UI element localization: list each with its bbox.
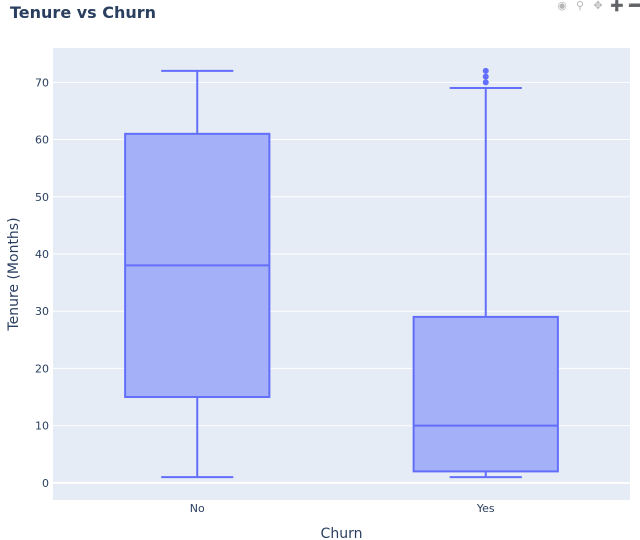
outlier-point	[482, 79, 489, 86]
zoom-out-icon[interactable]: ➖	[628, 0, 640, 12]
outlier-point	[482, 73, 489, 80]
y-axis-title: Tenure (Months)	[6, 217, 22, 331]
camera-icon[interactable]: ◉	[557, 0, 567, 12]
x-axis-title: Churn	[321, 526, 363, 540]
y-tick-labels: 0 10 20 30 40 50 60 70	[35, 76, 49, 490]
x-tick-label: No	[190, 502, 205, 515]
y-tick-label: 10	[35, 420, 49, 433]
modebar: ◉ ⚲ ✥ ➕ ➖	[480, 0, 640, 12]
x-tick-labels: No Yes	[190, 502, 495, 515]
chart-title: Tenure vs Churn	[10, 3, 157, 22]
y-tick-label: 20	[35, 362, 49, 375]
zoom-icon[interactable]: ⚲	[575, 0, 585, 12]
boxes	[124, 67, 559, 479]
zoom-in-icon[interactable]: ➕	[610, 0, 624, 12]
box-no	[124, 69, 271, 479]
pan-icon[interactable]: ✥	[593, 0, 603, 12]
y-tick-label: 70	[35, 76, 49, 89]
outlier-point	[482, 67, 489, 74]
box-yes	[412, 67, 559, 479]
y-tick-label: 0	[42, 477, 49, 490]
y-tick-label: 50	[35, 191, 49, 204]
box-iqr	[412, 315, 559, 473]
y-tick-label: 30	[35, 305, 49, 318]
y-tick-label: 60	[35, 134, 49, 147]
y-tick-label: 40	[35, 248, 49, 261]
x-tick-label: Yes	[476, 502, 495, 515]
